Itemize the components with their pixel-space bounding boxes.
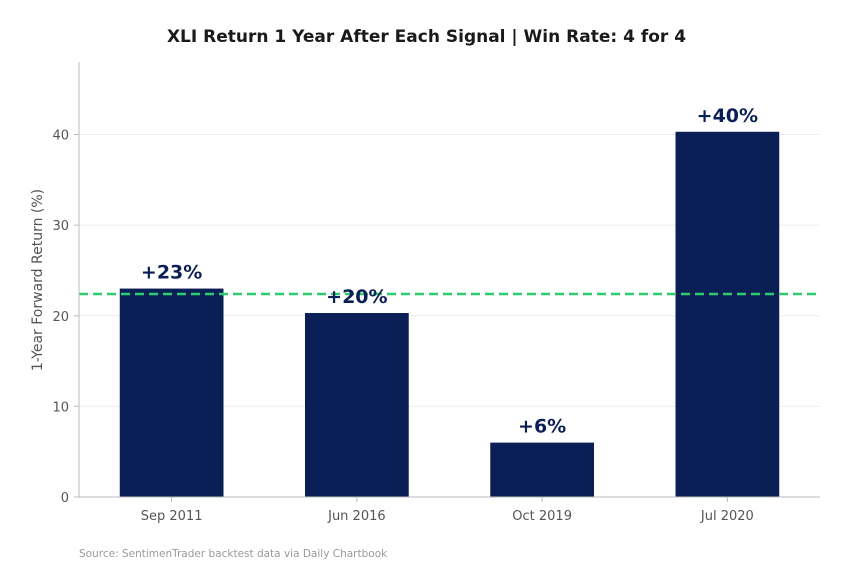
data-label: +20%: [326, 286, 387, 308]
x-tick-label: Jul 2020: [700, 509, 754, 524]
x-tick-label: Sep 2011: [141, 509, 203, 524]
bar: [119, 288, 224, 497]
source-note: Source: SentimenTrader backtest data via…: [79, 548, 388, 560]
bar: [490, 442, 594, 497]
bars: [119, 131, 780, 497]
data-label: +6%: [518, 416, 566, 438]
y-tick-label: 10: [52, 400, 69, 415]
y-tick-label: 0: [61, 491, 69, 506]
y-tick-label: 40: [52, 129, 69, 144]
y-tick-label: 30: [52, 219, 69, 234]
chart-title: XLI Return 1 Year After Each Signal | Wi…: [166, 27, 687, 47]
bar: [675, 131, 780, 497]
data-label: +40%: [697, 105, 758, 127]
data-label: +23%: [141, 262, 202, 284]
axes: 0 10 20 30 40 Sep 2011 Jun 2016 Oct 2019 Jul 202…: [52, 62, 820, 524]
data-labels: +23% +20% +6% +40%: [141, 105, 758, 438]
x-tick-label: Jun 2016: [327, 509, 386, 524]
y-axis-label: 1-Year Forward Return (%): [30, 189, 46, 371]
y-tick-label: 20: [52, 310, 69, 325]
x-tick-label: Oct 2019: [512, 509, 572, 524]
bar: [305, 313, 409, 497]
